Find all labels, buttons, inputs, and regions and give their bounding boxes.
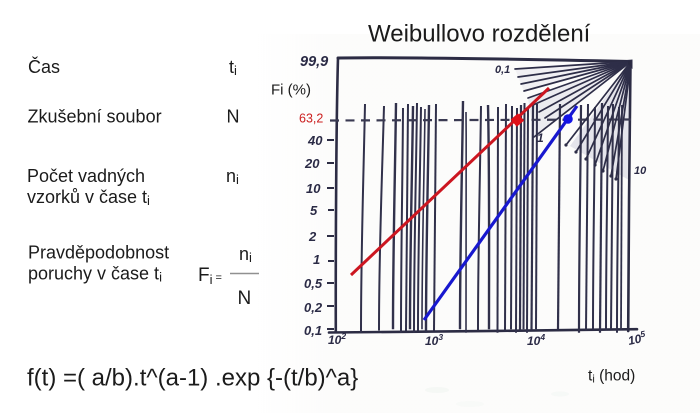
svg-text:Weibullovo rozdělení: Weibullovo rozdělení	[368, 21, 591, 48]
svg-text:ni: ni	[226, 166, 239, 187]
svg-text:Čas: Čas	[28, 56, 60, 77]
svg-text:99,9: 99,9	[300, 54, 328, 70]
svg-text:63,2: 63,2	[299, 112, 323, 126]
svg-text:ti (hod): ti (hod)	[588, 368, 635, 386]
svg-text:10: 10	[634, 165, 647, 177]
svg-text:Počet vadných: Počet vadných	[27, 166, 145, 186]
svg-text:Zkušební soubor: Zkušební soubor	[28, 107, 162, 127]
svg-text:40: 40	[307, 133, 323, 148]
svg-text:Fi (%): Fi (%)	[271, 82, 311, 99]
svg-text:vzorků v čase ti: vzorků v čase ti	[27, 187, 150, 208]
svg-text:1: 1	[313, 252, 320, 267]
svg-text:10: 10	[306, 181, 321, 196]
svg-text:f(t) =( a/b).t^(a-1) .exp {-(t: f(t) =( a/b).t^(a-1) .exp {-(t/b)^a}	[27, 365, 358, 392]
svg-text:0,1: 0,1	[495, 64, 510, 76]
svg-text:5: 5	[310, 203, 318, 218]
svg-text:N: N	[227, 107, 240, 127]
svg-text:Pravděpodobnost: Pravděpodobnost	[28, 243, 169, 263]
svg-text:2: 2	[308, 229, 317, 244]
svg-text:N: N	[238, 288, 252, 309]
svg-text:20: 20	[304, 156, 320, 171]
svg-text:Fi =: Fi =	[198, 265, 222, 287]
svg-text:0,5: 0,5	[304, 276, 323, 291]
svg-text:poruchy v čase ti: poruchy v čase ti	[28, 264, 162, 285]
svg-text:0,2: 0,2	[304, 300, 323, 315]
svg-text:ni: ni	[239, 244, 252, 265]
svg-text:0,1: 0,1	[304, 323, 322, 338]
svg-text:1: 1	[537, 131, 544, 145]
svg-text:ti: ti	[229, 57, 237, 78]
